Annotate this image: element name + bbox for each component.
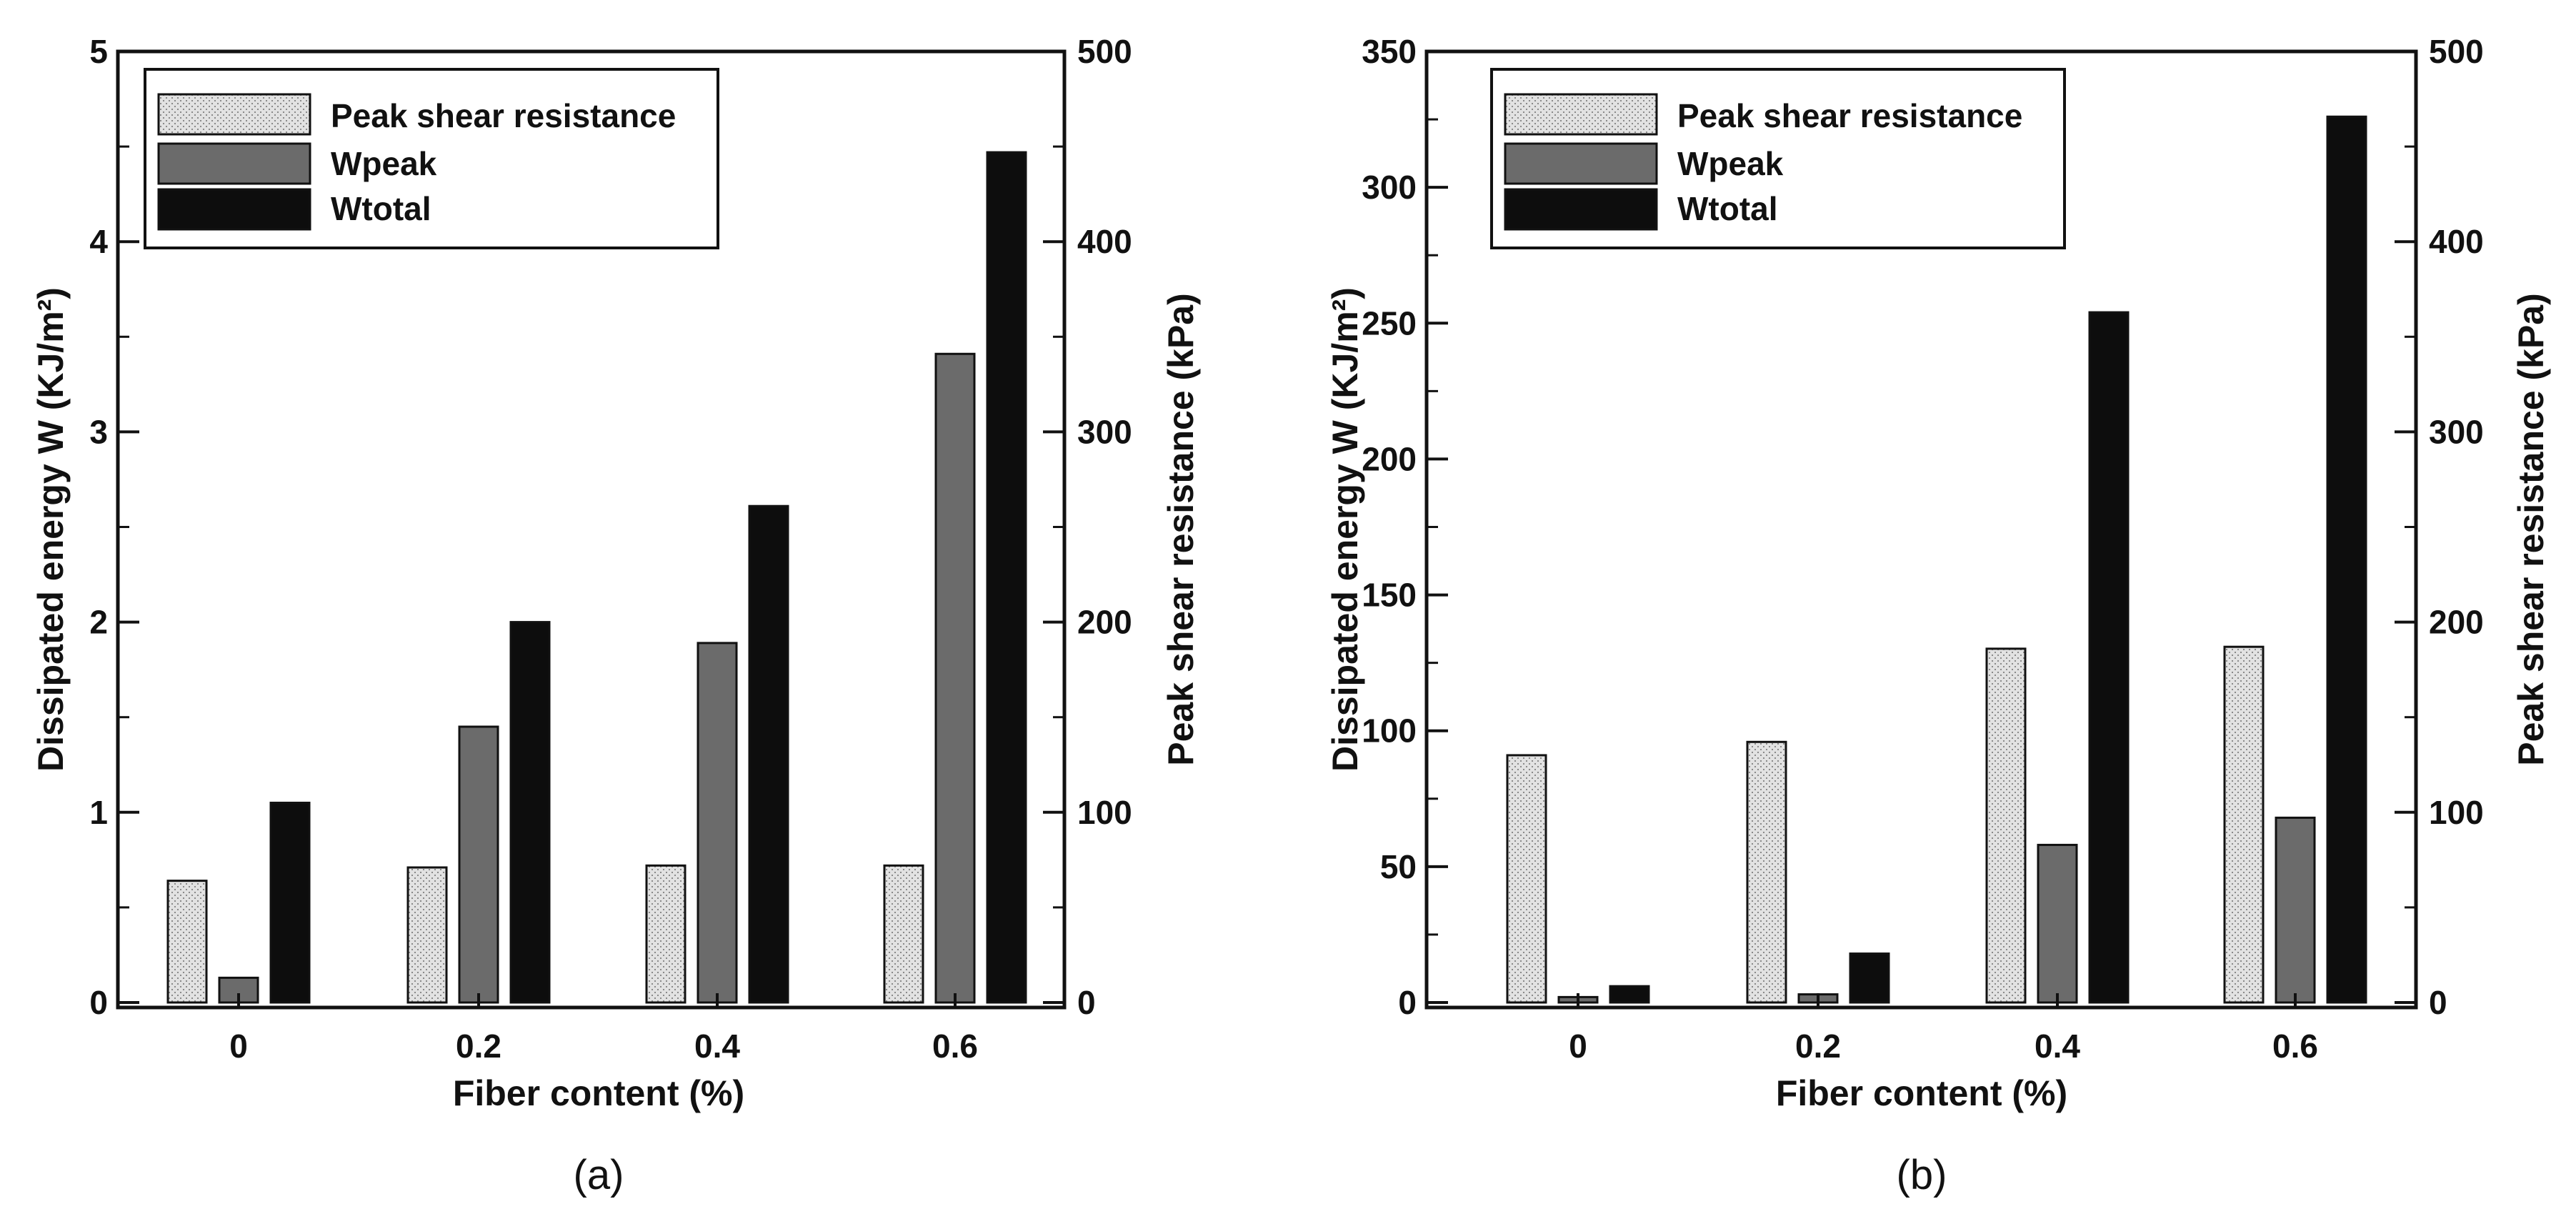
x-tick-label: 0.2 <box>456 1028 501 1065</box>
bar-peak-shear-resistance-0.4 <box>645 864 687 1004</box>
bar-peak-shear-resistance-0 <box>1506 754 1547 1004</box>
x-tick-label: 0.4 <box>694 1028 740 1065</box>
legend-swatch-wtotal <box>157 188 311 231</box>
bar-wpeak-0.6 <box>934 352 976 1004</box>
legend: Peak shear resistance Wpeak Wtotal <box>144 68 719 249</box>
y-tick-label-right: 500 <box>1077 33 1132 70</box>
y-tick-label-left: 150 <box>1362 577 1417 614</box>
legend: Peak shear resistance Wpeak Wtotal <box>1490 68 2066 249</box>
y-tick-label-left: 1 <box>89 794 108 831</box>
legend-swatch-wtotal <box>1504 188 1658 231</box>
y-tick-label-left: 350 <box>1362 33 1417 70</box>
y-tick-label-right: 200 <box>1077 604 1132 641</box>
y-tick-label-right: 200 <box>2429 604 2484 641</box>
legend-swatch-wpeak <box>1504 142 1658 185</box>
bar-peak-shear-resistance-0.2 <box>406 866 448 1004</box>
y-tick-label-left: 100 <box>1362 712 1417 750</box>
y-axis-title-right: Peak shear resistance (kPa) <box>2511 293 2551 766</box>
bar-peak-shear-resistance-0 <box>166 880 208 1004</box>
y-tick-label-right: 400 <box>1077 223 1132 260</box>
legend-swatch-peak-shear-resistance <box>157 93 311 136</box>
x-axis-ticks: 0 0.2 0.4 0.6 <box>229 993 978 1065</box>
x-tick-label: 0.6 <box>932 1028 978 1065</box>
bar-wtotal-0 <box>1609 985 1650 1004</box>
plot-frame <box>116 49 1067 1010</box>
y-axis-title-left: Dissipated energy W (KJ/m²) <box>31 287 71 772</box>
y-tick-label-right: 500 <box>2429 33 2484 70</box>
bar-wtotal-0.6 <box>986 151 1027 1004</box>
y-tick-label-right: 100 <box>2429 794 2484 831</box>
y-tick-label-left: 0 <box>89 984 108 1021</box>
chart-panel-a: 0 1 2 3 4 5 0 100 200 300 400 500 0 0.2 0.4 0.6 Dissi… <box>31 33 1201 1198</box>
bar-wtotal-0.4 <box>748 504 789 1004</box>
bar-group <box>1506 115 2367 1004</box>
y-tick-label-right: 300 <box>2429 413 2484 450</box>
bar-wpeak-0.6 <box>2275 816 2316 1004</box>
panel-caption: (a) <box>574 1152 624 1198</box>
left-axis-ticks: 0 1 2 3 4 5 <box>89 33 139 1021</box>
chart-panel-b: 0 50 100 150 200 250 300 350 0 100 200 300 400 500 0… <box>1325 33 2551 1198</box>
y-tick-label-left: 50 <box>1380 848 1417 885</box>
x-axis-title: Fiber content (%) <box>453 1073 744 1113</box>
bar-peak-shear-resistance-0.6 <box>2223 645 2265 1004</box>
y-axis-title-left: Dissipated energy W (KJ/m²) <box>1325 287 1365 772</box>
bar-wtotal-0.2 <box>1849 952 1890 1004</box>
legend-label-peak-shear-resistance: Peak shear resistance <box>331 97 676 134</box>
bar-peak-shear-resistance-0.2 <box>1746 740 1787 1004</box>
legend-label-peak-shear-resistance: Peak shear resistance <box>1677 97 2022 134</box>
y-tick-label-left: 5 <box>89 33 108 70</box>
y-tick-label-left: 200 <box>1362 440 1417 477</box>
bar-wpeak-0.4 <box>697 642 738 1004</box>
bar-wpeak-0.4 <box>2037 843 2078 1004</box>
y-tick-label-left: 2 <box>89 604 108 641</box>
y-tick-label-left: 3 <box>89 413 108 450</box>
x-tick-label: 0 <box>1569 1028 1587 1065</box>
y-tick-label-right: 300 <box>1077 413 1132 450</box>
left-axis-ticks: 0 50 100 150 200 250 300 350 <box>1362 33 1448 1021</box>
legend-swatch-wpeak <box>157 142 311 185</box>
bar-peak-shear-resistance-0.6 <box>883 864 924 1004</box>
y-tick-label-left: 0 <box>1398 984 1417 1021</box>
x-tick-label: 0.6 <box>2272 1028 2318 1065</box>
legend-label-wtotal: Wtotal <box>331 190 431 227</box>
bar-wtotal-0 <box>269 801 311 1004</box>
y-tick-label-left: 300 <box>1362 169 1417 206</box>
plot-frame <box>1424 49 2418 1010</box>
y-tick-label-right: 400 <box>2429 223 2484 260</box>
x-tick-label: 0.4 <box>2035 1028 2080 1065</box>
legend-swatch-peak-shear-resistance <box>1504 93 1658 136</box>
x-tick-label: 0 <box>229 1028 248 1065</box>
y-axis-title-right: Peak shear resistance (kPa) <box>1161 293 1201 766</box>
legend-label-wtotal: Wtotal <box>1677 190 1778 227</box>
bar-wtotal-0.2 <box>509 621 551 1004</box>
y-tick-label-right: 0 <box>1077 984 1096 1021</box>
bar-group <box>166 151 1027 1004</box>
y-tick-label-right: 0 <box>2429 984 2447 1021</box>
legend-label-wpeak: Wpeak <box>331 145 437 182</box>
bar-wtotal-0.6 <box>2326 115 2367 1004</box>
y-tick-label-left: 250 <box>1362 304 1417 342</box>
bar-peak-shear-resistance-0.4 <box>1985 647 2027 1004</box>
y-tick-label-right: 100 <box>1077 794 1132 831</box>
right-axis-ticks: 0 100 200 300 400 500 <box>2395 33 2484 1021</box>
panel-caption: (b) <box>1897 1152 1947 1198</box>
x-axis-title: Fiber content (%) <box>1776 1073 2067 1113</box>
bar-wtotal-0.4 <box>2088 311 2130 1004</box>
right-axis-ticks: 0 100 200 300 400 500 <box>1043 33 1132 1021</box>
bar-wpeak-0.2 <box>458 725 499 1004</box>
x-tick-label: 0.2 <box>1795 1028 1841 1065</box>
x-axis-ticks: 0 0.2 0.4 0.6 <box>1569 993 2318 1065</box>
y-tick-label-left: 4 <box>89 223 108 260</box>
legend-label-wpeak: Wpeak <box>1677 145 1784 182</box>
